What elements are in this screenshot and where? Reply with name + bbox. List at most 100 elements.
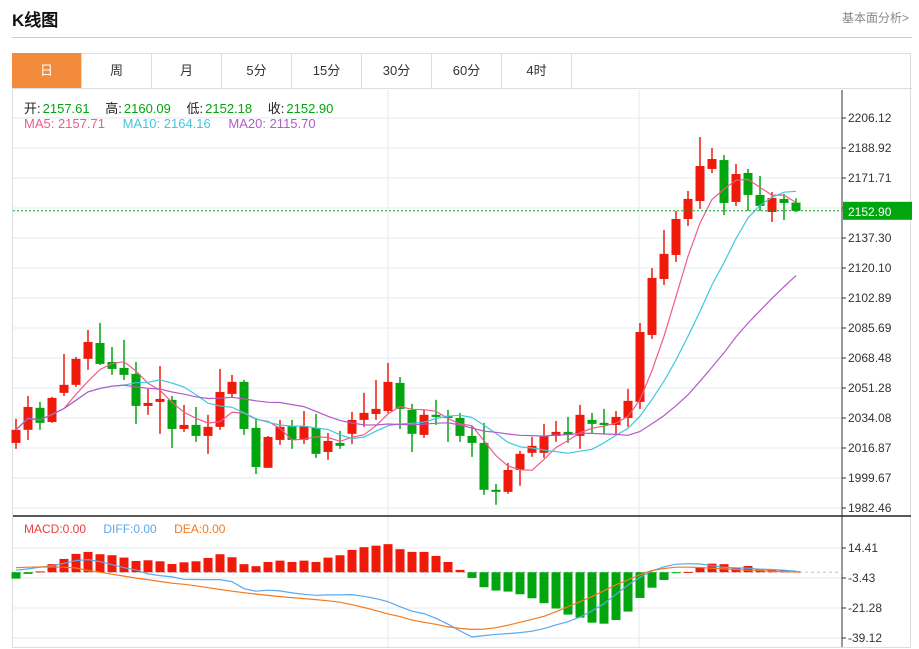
macd-bar — [263, 561, 273, 573]
tab-30min[interactable]: 30分 — [362, 53, 432, 88]
tab-4hour[interactable]: 4时 — [502, 53, 572, 88]
candle-down — [407, 409, 417, 434]
candle-up — [83, 341, 93, 359]
candle-up — [263, 436, 273, 468]
macd-bar — [551, 572, 561, 609]
candle-up — [47, 397, 57, 422]
price-tick-label: 2188.92 — [848, 141, 892, 155]
high-label: 高: — [105, 101, 122, 116]
macd-bar — [155, 561, 165, 573]
macd-bar — [503, 572, 513, 592]
candle-down — [743, 172, 753, 195]
dea-value: DEA:0.00 — [174, 522, 226, 536]
macd-bar — [107, 555, 117, 573]
macd-bar — [611, 572, 621, 620]
macd-value: MACD:0.00 — [24, 522, 87, 536]
fundamental-analysis-link[interactable]: 基本面分析> — [841, 11, 909, 25]
price-tick-label: 2120.10 — [848, 261, 892, 275]
macd-bar — [299, 560, 309, 573]
candle-down — [431, 414, 441, 417]
open-value: 2157.61 — [42, 101, 90, 116]
candle-up — [323, 440, 333, 452]
macd-bar — [59, 558, 69, 573]
macd-bar — [575, 572, 585, 618]
macd-bar — [119, 557, 129, 573]
candle-up — [707, 159, 717, 169]
candle-up — [659, 253, 669, 279]
macd-bar — [623, 572, 633, 612]
macd-bar — [587, 572, 597, 623]
low-value: 2152.18 — [205, 101, 253, 116]
macd-bar — [239, 564, 249, 573]
macd-bar — [275, 560, 285, 573]
candle-up — [647, 277, 657, 335]
ma10-line — [15, 190, 797, 454]
candle-up — [635, 331, 645, 402]
price-tick-label: 1982.46 — [848, 501, 892, 515]
macd-bar — [35, 571, 45, 573]
close-value: 2152.90 — [286, 101, 334, 116]
candle-down — [251, 427, 261, 467]
macd-bar — [215, 554, 225, 573]
period-tabs: 日 周 月 5分 15分 30分 60分 4时 — [12, 53, 912, 89]
macd-bar — [563, 572, 573, 615]
candle-down — [167, 399, 177, 429]
candle-down — [311, 427, 321, 454]
macd-readout: MACD:0.00 DIFF:0.00 DEA:0.00 — [24, 522, 227, 536]
candle-up — [359, 412, 369, 420]
price-tick-label: 2085.69 — [848, 321, 892, 335]
macd-bar — [83, 551, 93, 573]
candle-down — [107, 361, 117, 369]
macd-bar — [311, 561, 321, 573]
tab-week[interactable]: 周 — [82, 53, 152, 88]
diff-line — [15, 558, 797, 638]
macd-tick-label: -21.28 — [848, 601, 882, 615]
candle-down — [443, 415, 453, 418]
tab-month[interactable]: 月 — [152, 53, 222, 88]
candle-down — [287, 425, 297, 440]
macd-bar — [71, 553, 81, 573]
macd-bar — [131, 560, 141, 573]
macd-bar — [671, 572, 681, 574]
candle-up — [299, 425, 309, 440]
tab-60min[interactable]: 60分 — [432, 53, 502, 88]
price-tick-label: 2137.30 — [848, 231, 892, 245]
macd-bar — [419, 551, 429, 573]
candle-up — [155, 398, 165, 402]
candle-up — [623, 400, 633, 418]
candle-down — [95, 342, 105, 364]
ohlc-readout: 开: 2157.61 高: 2160.09 低: 2152.18 收: 2152.90 — [24, 98, 335, 117]
candle-up — [215, 391, 225, 427]
macd-bar — [203, 557, 213, 573]
candle-down — [563, 431, 573, 435]
price-tick-label: 2171.71 — [848, 171, 892, 185]
candle-down — [791, 202, 801, 211]
price-tick-label: 1999.67 — [848, 471, 892, 485]
candle-up — [527, 445, 537, 453]
tab-5min[interactable]: 5分 — [222, 53, 292, 88]
macd-bar — [647, 572, 657, 588]
candle-up — [419, 414, 429, 435]
ma-readout: MA5: 2157.71 MA10: 2164.16 MA20: 2115.70 — [24, 116, 318, 131]
macd-bar — [371, 545, 381, 573]
candle-up — [551, 431, 561, 436]
candle-up — [575, 414, 585, 436]
candle-up — [11, 429, 21, 443]
price-tick-label: 2034.08 — [848, 411, 892, 425]
page-title: K线图 — [12, 11, 59, 30]
macd-tick-label: -3.43 — [848, 571, 876, 585]
candle-up — [539, 435, 549, 453]
price-tick-label: 2102.89 — [848, 291, 892, 305]
macd-bar — [635, 572, 645, 598]
candle-down — [467, 435, 477, 443]
macd-bar — [383, 544, 393, 573]
tab-day[interactable]: 日 — [12, 53, 82, 88]
macd-bar — [479, 572, 489, 588]
macd-bar — [227, 557, 237, 573]
tab-15min[interactable]: 15分 — [292, 53, 362, 88]
candle-up — [503, 469, 513, 492]
macd-bar — [467, 572, 477, 578]
candle-down — [779, 198, 789, 203]
macd-bar — [335, 555, 345, 573]
